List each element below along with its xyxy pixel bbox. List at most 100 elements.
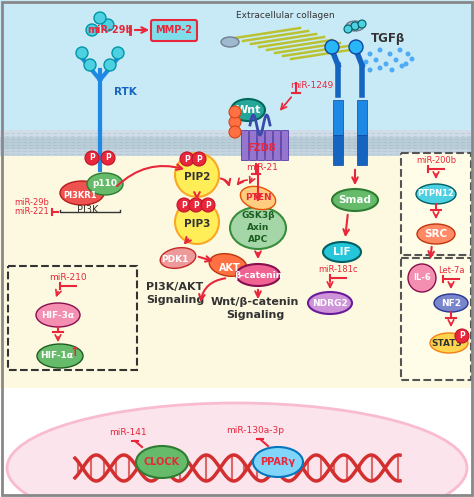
Circle shape bbox=[112, 47, 124, 59]
Circle shape bbox=[94, 12, 106, 24]
Text: Wnt/β-catenin: Wnt/β-catenin bbox=[211, 297, 299, 307]
Circle shape bbox=[374, 58, 379, 63]
Circle shape bbox=[229, 126, 241, 138]
Ellipse shape bbox=[346, 21, 364, 31]
Text: Let-7a: Let-7a bbox=[438, 266, 464, 275]
Circle shape bbox=[367, 52, 373, 57]
Circle shape bbox=[85, 151, 99, 165]
Circle shape bbox=[229, 116, 241, 128]
Text: NF2: NF2 bbox=[441, 299, 461, 308]
Circle shape bbox=[405, 52, 410, 57]
Text: Extracellular collagen: Extracellular collagen bbox=[236, 11, 334, 20]
Circle shape bbox=[364, 60, 368, 65]
Circle shape bbox=[358, 20, 366, 28]
Ellipse shape bbox=[221, 37, 239, 47]
Circle shape bbox=[410, 57, 414, 62]
Text: Signaling: Signaling bbox=[146, 295, 204, 305]
Text: P: P bbox=[181, 200, 187, 210]
Text: P: P bbox=[184, 155, 190, 164]
Text: P: P bbox=[196, 155, 202, 164]
Bar bbox=[357, 100, 367, 135]
Text: P: P bbox=[193, 200, 199, 210]
Circle shape bbox=[201, 198, 215, 212]
Circle shape bbox=[455, 329, 469, 343]
Ellipse shape bbox=[60, 181, 104, 205]
Text: FZD8: FZD8 bbox=[246, 143, 275, 153]
Bar bbox=[357, 135, 367, 165]
Circle shape bbox=[393, 58, 399, 63]
Ellipse shape bbox=[332, 189, 378, 211]
Text: P: P bbox=[205, 200, 211, 210]
Bar bbox=[333, 135, 343, 165]
Text: PI3K: PI3K bbox=[77, 205, 99, 215]
Text: miR-210: miR-210 bbox=[49, 273, 87, 282]
Text: P: P bbox=[105, 154, 111, 163]
Ellipse shape bbox=[87, 173, 123, 195]
Circle shape bbox=[325, 40, 339, 54]
Text: STAT3: STAT3 bbox=[432, 338, 462, 347]
Text: Signaling: Signaling bbox=[226, 310, 284, 320]
Text: miR-1249: miR-1249 bbox=[291, 81, 334, 90]
Circle shape bbox=[383, 62, 389, 67]
Text: p110: p110 bbox=[92, 179, 118, 188]
Text: Wnt: Wnt bbox=[235, 105, 261, 115]
Text: MMP-2: MMP-2 bbox=[155, 25, 192, 35]
Ellipse shape bbox=[209, 253, 247, 276]
Circle shape bbox=[177, 198, 191, 212]
Text: PDK1: PDK1 bbox=[161, 255, 189, 264]
Ellipse shape bbox=[236, 264, 280, 286]
Circle shape bbox=[344, 25, 352, 33]
Circle shape bbox=[101, 151, 115, 165]
Text: PI3KR1: PI3KR1 bbox=[63, 191, 97, 200]
Bar bbox=[0, 137, 474, 149]
Ellipse shape bbox=[430, 333, 468, 353]
Circle shape bbox=[403, 62, 409, 67]
Text: PTEN: PTEN bbox=[245, 193, 271, 202]
Circle shape bbox=[349, 40, 363, 54]
Ellipse shape bbox=[7, 403, 467, 497]
Text: miR-21: miR-21 bbox=[246, 163, 278, 172]
Ellipse shape bbox=[36, 303, 80, 327]
Text: NDRG2: NDRG2 bbox=[312, 299, 348, 308]
Ellipse shape bbox=[416, 184, 456, 204]
Text: RTK: RTK bbox=[114, 87, 137, 97]
Circle shape bbox=[102, 19, 114, 31]
Bar bbox=[0, 149, 474, 156]
Circle shape bbox=[229, 106, 241, 118]
Ellipse shape bbox=[417, 224, 455, 244]
Ellipse shape bbox=[240, 186, 275, 210]
Text: AKT: AKT bbox=[219, 263, 241, 273]
Circle shape bbox=[377, 48, 383, 53]
Circle shape bbox=[180, 152, 194, 166]
Text: PI3K/AKT: PI3K/AKT bbox=[146, 282, 204, 292]
Text: β-catenin: β-catenin bbox=[234, 270, 282, 279]
Ellipse shape bbox=[160, 248, 196, 268]
Text: ↑: ↑ bbox=[70, 346, 80, 359]
FancyBboxPatch shape bbox=[401, 153, 471, 255]
Circle shape bbox=[377, 66, 383, 71]
Text: miR-181c: miR-181c bbox=[318, 265, 358, 274]
Text: P: P bbox=[459, 331, 465, 340]
Text: PTPN12: PTPN12 bbox=[418, 189, 455, 198]
Bar bbox=[0, 0, 474, 148]
Text: Smad: Smad bbox=[338, 195, 372, 205]
Text: miR-221: miR-221 bbox=[15, 207, 49, 216]
Text: miR-29b: miR-29b bbox=[87, 25, 133, 35]
Text: PIP2: PIP2 bbox=[184, 172, 210, 182]
Circle shape bbox=[175, 153, 219, 197]
Circle shape bbox=[189, 198, 203, 212]
Circle shape bbox=[390, 68, 394, 73]
FancyBboxPatch shape bbox=[151, 20, 197, 41]
Bar bbox=[0, 148, 474, 388]
Text: IL-6: IL-6 bbox=[413, 273, 431, 282]
Ellipse shape bbox=[434, 294, 468, 312]
Text: Axin: Axin bbox=[247, 224, 269, 233]
Text: HIF-1α: HIF-1α bbox=[40, 351, 73, 360]
Text: CLOCK: CLOCK bbox=[144, 457, 180, 467]
Circle shape bbox=[408, 264, 436, 292]
Circle shape bbox=[351, 22, 359, 30]
Text: miR-200b: miR-200b bbox=[416, 156, 456, 165]
Bar bbox=[241, 130, 248, 160]
Text: TGFβ: TGFβ bbox=[371, 32, 405, 45]
Text: GSK3β: GSK3β bbox=[241, 212, 275, 221]
